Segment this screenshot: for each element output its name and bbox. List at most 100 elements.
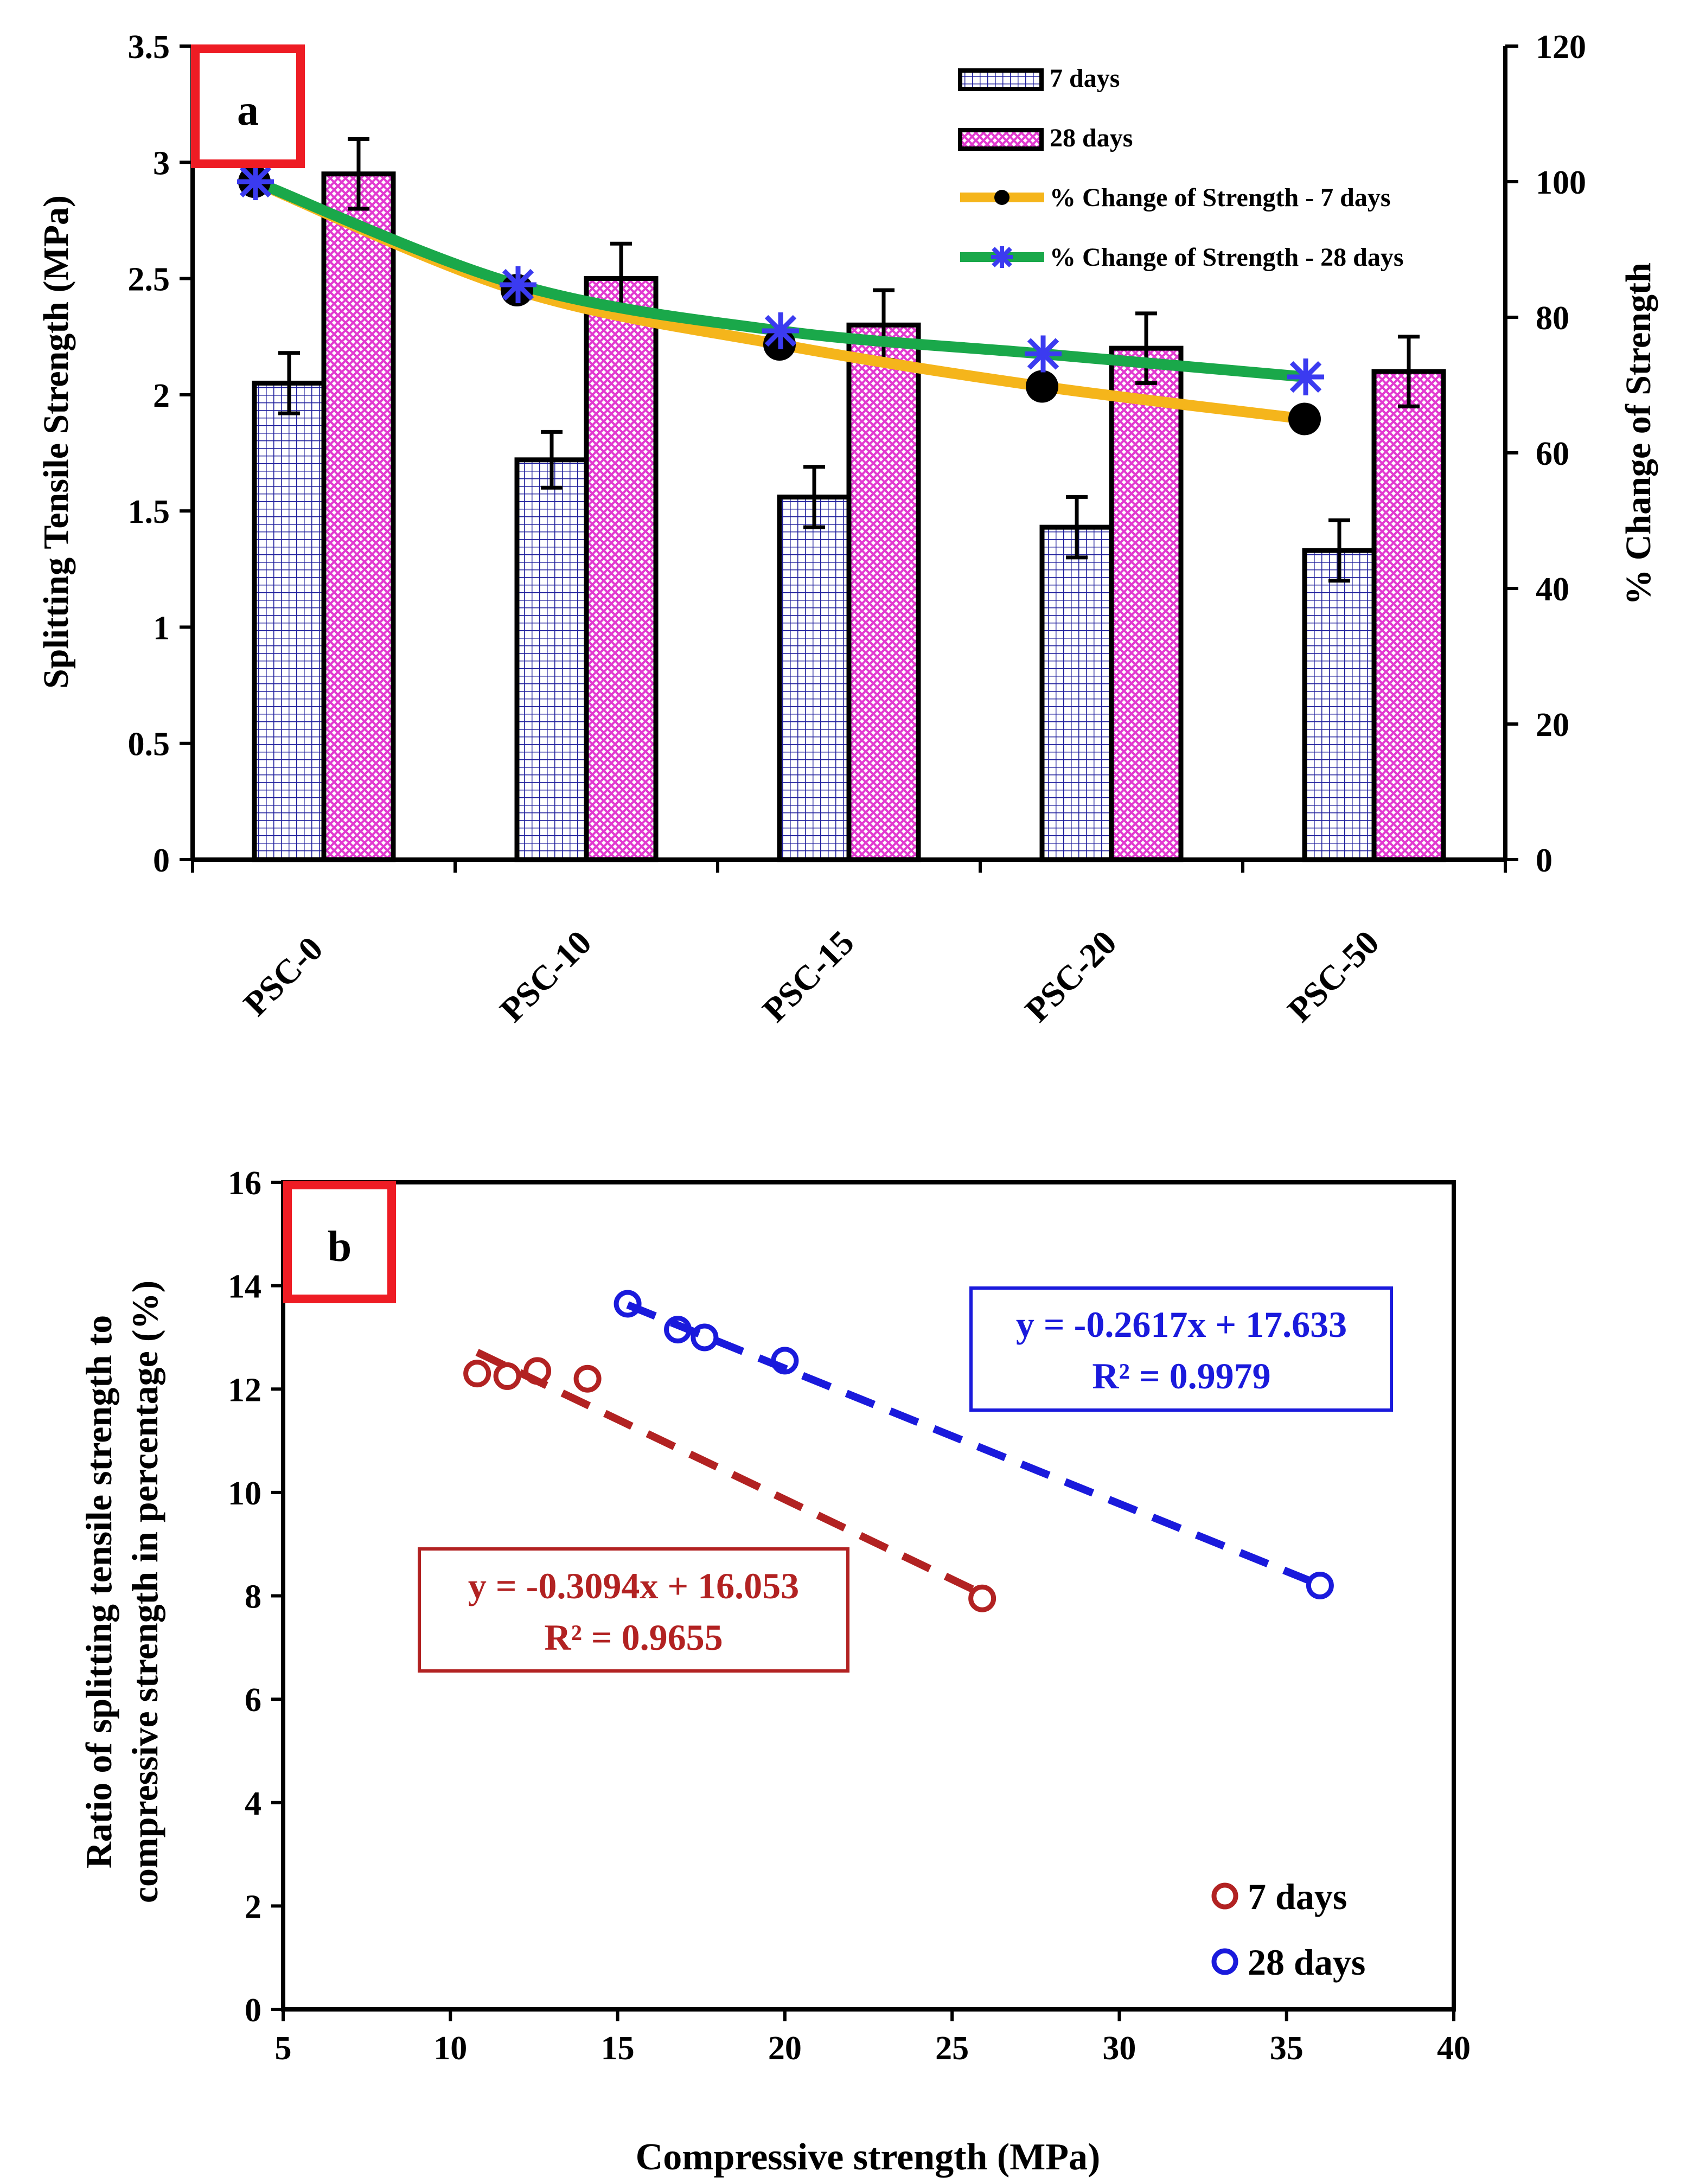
legend-marker-28-days xyxy=(991,246,1013,268)
point-7-days-1 xyxy=(463,1360,491,1388)
bar-7-days-psc-10 xyxy=(514,457,589,862)
marker-change-7-days-psc-20 xyxy=(1026,370,1058,403)
point-28-days-2 xyxy=(664,1316,692,1344)
panel-a-y2-tick-label: 80 xyxy=(1536,300,1569,337)
panel-b-points xyxy=(463,1290,1334,1612)
panel-b-x-tick-label: 40 xyxy=(1437,2030,1471,2067)
panel-b-y-tick-label: 10 xyxy=(228,1475,261,1512)
r-squared-28-days: R² = 0.9979 xyxy=(1092,1355,1270,1397)
panel-b-label-box xyxy=(283,1181,396,1303)
panel-a-legend: 7 days 28 days % Change of Strength - 7 … xyxy=(958,64,1404,272)
panel-b-trendlines xyxy=(475,1301,1321,1598)
bar-28-days-psc-15 xyxy=(846,322,921,862)
equation-7-days: y = -0.3094x + 16.053 xyxy=(468,1565,799,1606)
bar-28-days-psc-20 xyxy=(1109,345,1184,862)
panel-a-y-tick-label: 0.5 xyxy=(128,726,170,763)
panel-b-y-axis-title-line-2: compressive strength in percentage (%) xyxy=(124,1280,165,1903)
legend-label-7-days: 7 days xyxy=(1050,64,1120,93)
marker-change-7-days-psc-50 xyxy=(1288,402,1321,435)
panel-b-y-tick-label: 14 xyxy=(228,1269,261,1305)
category-label-psc-15: PSC-15 xyxy=(755,923,861,1029)
category-label-psc-20: PSC-20 xyxy=(1018,923,1124,1029)
marker-change-28-days-psc-0 xyxy=(237,163,274,200)
panel-b-x-tick-label: 5 xyxy=(275,2030,292,2067)
category-label-psc-10: PSC-10 xyxy=(493,923,599,1029)
panel-b-y-tick-label: 12 xyxy=(228,1372,261,1408)
panel-b-axes: 0 2 4 6 8 10 12 14 16 5 10 15 20 25 30 35 40 xyxy=(228,1165,1471,2067)
legend-marker-b-28-days xyxy=(1211,1948,1238,1975)
equation-28-days: y = -0.2617x + 17.633 xyxy=(1016,1304,1347,1345)
panel-a-y-tick-label: 2.5 xyxy=(128,261,170,298)
legend-swatch-28-days xyxy=(958,128,1044,151)
panel-b-x-tick-label: 20 xyxy=(768,2030,802,2067)
legend-label-b-28-days: 28 days xyxy=(1248,1942,1365,1983)
bar-28-days-psc-0 xyxy=(321,171,396,862)
equation-border-28-days xyxy=(969,1286,1393,1412)
marker-change-28-days-psc-10 xyxy=(500,266,536,303)
legend-label-28-days: 28 days xyxy=(1050,124,1133,152)
legend-marker-7-days xyxy=(994,190,1010,205)
panel-a-y-tick-label: 3.5 xyxy=(128,29,170,66)
bar-7-days-psc-15 xyxy=(777,494,852,862)
panel-a-y-tick-label: 1 xyxy=(153,610,170,646)
panel-b-y-tick-label: 4 xyxy=(245,1785,261,1822)
error-bar-7-days-psc-15 xyxy=(803,465,825,529)
panel-a-label: a xyxy=(237,87,259,135)
panel-a-y2-tick-label: 0 xyxy=(1536,842,1553,879)
equation-border-7-days xyxy=(418,1547,849,1673)
panel-a-y2-tick-label: 120 xyxy=(1536,29,1586,66)
error-bar-28-days-psc-20 xyxy=(1135,311,1157,385)
panel-a-y-tick-label: 3 xyxy=(153,145,170,182)
error-bar-28-days-psc-50 xyxy=(1398,335,1420,408)
marker-change-28-days-psc-50 xyxy=(1287,358,1324,395)
panel-b-y-tick-label: 16 xyxy=(228,1165,261,1202)
panel-a-chart: 0 0.5 1 1.5 2 2.5 3 3.5 0 20 40 60 80 100 120 PSC-0 PSC-… xyxy=(36,29,1658,1029)
marker-change-28-days-psc-20 xyxy=(1025,335,1062,373)
panel-b-y-axis-title-line-1: Ratio of splitting tensile strength to xyxy=(78,1315,119,1869)
panel-b-y-tick-label: 8 xyxy=(245,1579,261,1616)
bar-7-days-psc-0 xyxy=(252,380,327,862)
panel-a-error-bars xyxy=(278,137,1420,583)
point-28-days-3 xyxy=(691,1323,719,1352)
panel-a-y2-tick-label: 20 xyxy=(1536,707,1569,744)
point-28-days-5 xyxy=(1306,1571,1334,1599)
point-7-days-5 xyxy=(968,1584,996,1612)
error-bar-28-days-psc-0 xyxy=(348,137,369,211)
point-28-days-4 xyxy=(771,1347,799,1375)
point-7-days-3 xyxy=(523,1357,552,1385)
point-7-days-2 xyxy=(493,1362,521,1390)
bar-28-days-psc-10 xyxy=(584,276,659,862)
panel-a-y2-tick-label: 40 xyxy=(1536,571,1569,608)
error-bar-7-days-psc-20 xyxy=(1066,495,1088,560)
point-28-days-1 xyxy=(614,1290,642,1318)
panel-b-y-tick-label: 0 xyxy=(245,1992,261,2029)
panel-a-percent-lines xyxy=(237,163,1324,435)
panel-a-y2-tick-label: 100 xyxy=(1536,164,1586,201)
point-7-days-4 xyxy=(573,1365,602,1393)
legend-swatch-7-days xyxy=(958,68,1044,91)
error-bar-7-days-psc-10 xyxy=(541,430,563,490)
r-squared-7-days: R² = 0.9655 xyxy=(544,1617,723,1658)
category-label-psc-50: PSC-50 xyxy=(1280,923,1387,1029)
panel-b-x-tick-label: 15 xyxy=(601,2030,635,2067)
legend-label-change-7-days: % Change of Strength - 7 days xyxy=(1050,183,1391,212)
bar-28-days-psc-50 xyxy=(1371,369,1446,862)
error-bar-7-days-psc-50 xyxy=(1328,518,1350,583)
marker-change-28-days-psc-15 xyxy=(762,312,799,349)
panel-b-y-tick-label: 6 xyxy=(245,1682,261,1719)
category-label-psc-0: PSC-0 xyxy=(236,929,330,1023)
panel-b-x-tick-label: 35 xyxy=(1270,2030,1304,2067)
bar-7-days-psc-20 xyxy=(1039,524,1114,862)
panel-b-legend: 7 days 28 days xyxy=(1211,1876,1365,1983)
panel-b-chart: 0 2 4 6 8 10 12 14 16 5 10 15 20 25 30 35 40 Compressive… xyxy=(78,1165,1471,2178)
equation-box-7-days: y = -0.3094x + 16.053 R² = 0.9655 xyxy=(418,1547,849,1673)
panel-a-bars xyxy=(252,171,1446,862)
panel-a-y-tick-label: 1.5 xyxy=(128,494,170,530)
legend-label-change-28-days: % Change of Strength - 28 days xyxy=(1050,243,1404,272)
panel-a-y2-axis-title: % Change of Strength xyxy=(1619,262,1658,605)
panel-b-x-tick-label: 25 xyxy=(935,2030,969,2067)
legend-marker-b-7-days xyxy=(1211,1882,1238,1910)
panel-b-label: b xyxy=(328,1223,352,1271)
panel-b-x-tick-label: 30 xyxy=(1102,2030,1136,2067)
